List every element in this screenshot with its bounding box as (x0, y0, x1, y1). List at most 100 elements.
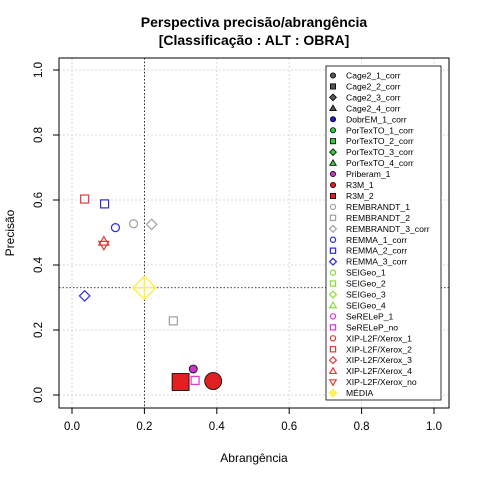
plot-frame (58, 57, 450, 409)
y-tick-label: 0.4 (33, 256, 45, 273)
x-axis-label: Abrangência (220, 451, 288, 465)
legend-item: REMBRANDT_2 (329, 213, 410, 223)
legend-symbol (328, 379, 338, 387)
data-point (78, 289, 91, 302)
legend-label: XIP-L2F/Xerox_no (346, 377, 417, 387)
data-point (171, 373, 190, 391)
y-axis-label: Precisão (3, 209, 17, 256)
legend-label: PorTexTO_2_corr (346, 136, 414, 146)
y-tick-label: 0.0 (33, 387, 45, 403)
x-tick-label: 0.4 (209, 421, 226, 433)
legend-symbol (329, 280, 337, 287)
x-tick-label: 0.2 (136, 421, 152, 433)
legend-item: DobrEM_1_corr (329, 114, 407, 124)
legend-label: REMMA_3_corr (346, 257, 407, 267)
legend: Cage2_1_corrCage2_2_corrCage2_3_corrCage… (328, 71, 430, 398)
legend-symbol (329, 269, 337, 276)
legend-item: XIP-L2F/Xerox_2 (329, 344, 412, 354)
legend-symbol (329, 203, 337, 211)
legend-symbol (329, 313, 337, 320)
legend-label: SEIGeo_2 (346, 279, 386, 289)
legend-item: PorTexTO_3_corr (329, 147, 414, 157)
y-tick-label: 0.8 (33, 127, 45, 143)
legend-label: PorTexTO_4_corr (346, 158, 414, 168)
legend-item: Cage2_1_corr (329, 71, 401, 81)
data-point (80, 194, 90, 204)
legend-item: SEIGeo_4 (328, 300, 386, 310)
legend-item: XIP-L2F/Xerox_4 (328, 366, 412, 376)
legend-symbol (328, 301, 338, 309)
legend-item: Cage2_2_corr (329, 81, 401, 91)
legend-item: REMBRANDT_3_corr (328, 224, 430, 234)
legend-label: PorTexTO_1_corr (346, 125, 414, 135)
legend-label: Priberam_1 (346, 169, 391, 179)
y-tick-label: 0.6 (33, 192, 45, 208)
data-point (168, 316, 178, 326)
legend-symbol (329, 324, 337, 331)
legend-item: REMMA_2_corr (329, 246, 407, 256)
legend-label: SEIGeo_3 (346, 290, 386, 300)
legend-label: XIP-L2F/Xerox_1 (346, 333, 412, 343)
legend-item: Priberam_1 (329, 169, 391, 179)
legend-symbol (329, 159, 337, 166)
legend-item: SeRELeP_1 (329, 311, 394, 321)
legend-item: PorTexTO_2_corr (329, 136, 414, 146)
chart-title: Perspectiva precisão/abrangência (141, 14, 368, 30)
legend-label: Cage2_3_corr (346, 92, 401, 102)
legend-item: R3M_1 (329, 180, 374, 190)
y-tick-label: 1.0 (33, 62, 45, 78)
data-point (128, 219, 139, 229)
x-tick-label: 1.0 (426, 421, 442, 433)
legend-symbol (329, 192, 336, 199)
legend-symbol (329, 247, 337, 254)
legend-item: MÉDIA (328, 388, 373, 398)
legend-box (325, 65, 442, 401)
legend-label: MÉDIA (346, 388, 373, 398)
legend-symbol (329, 138, 336, 145)
legend-symbol (328, 388, 338, 398)
legend-item: SEIGeo_2 (329, 279, 386, 289)
data-point (188, 364, 198, 374)
legend-item: XIP-L2F/Xerox_1 (329, 333, 412, 343)
legend-label: REMBRANDT_2 (346, 213, 410, 223)
legend-symbol (329, 72, 336, 79)
legend-symbol (328, 224, 338, 234)
legend-item: XIP-L2F/Xerox_3 (328, 355, 412, 365)
y-tick-label: 0.2 (33, 322, 45, 338)
legend-item: REMMA_1_corr (329, 235, 407, 245)
data-point (131, 275, 157, 301)
legend-label: XIP-L2F/Xerox_4 (346, 366, 412, 376)
legend-symbol (328, 290, 338, 299)
legend-symbol (329, 116, 336, 123)
data-point (204, 372, 223, 390)
legend-label: Cage2_2_corr (346, 81, 401, 91)
legend-item: PorTexTO_1_corr (329, 125, 414, 135)
legend-label: R3M_2 (346, 191, 374, 201)
legend-item: REMBRANDT_1 (329, 202, 410, 212)
legend-label: XIP-L2F/Xerox_2 (346, 344, 412, 354)
x-tick-label: 0.0 (64, 421, 80, 433)
legend-symbol (329, 236, 337, 243)
data-point (110, 223, 121, 233)
legend-symbol (329, 83, 336, 90)
legend-item: R3M_2 (329, 191, 374, 201)
legend-symbol (329, 346, 337, 353)
data-point (97, 240, 110, 252)
data-point (145, 218, 158, 231)
legend-symbol (329, 104, 337, 112)
legend-item: PorTexTO_4_corr (329, 158, 414, 168)
x-tick-label: 0.6 (281, 421, 297, 433)
legend-label: Cage2_4_corr (346, 103, 401, 113)
legend-label: PorTexTO_3_corr (346, 147, 414, 157)
data-point (190, 375, 200, 385)
legend-item: REMMA_3_corr (328, 257, 407, 267)
legend-label: SeRELeP_no (346, 322, 398, 332)
data-point (99, 199, 110, 209)
legend-symbol (328, 257, 338, 266)
chart-subtitle: [Classificação : ALT : OBRA] (159, 32, 350, 48)
legend-label: REMMA_2_corr (346, 246, 407, 256)
legend-label: R3M_1 (346, 180, 374, 190)
legend-item: Cage2_3_corr (329, 92, 401, 102)
legend-label: XIP-L2F/Xerox_3 (346, 355, 412, 365)
